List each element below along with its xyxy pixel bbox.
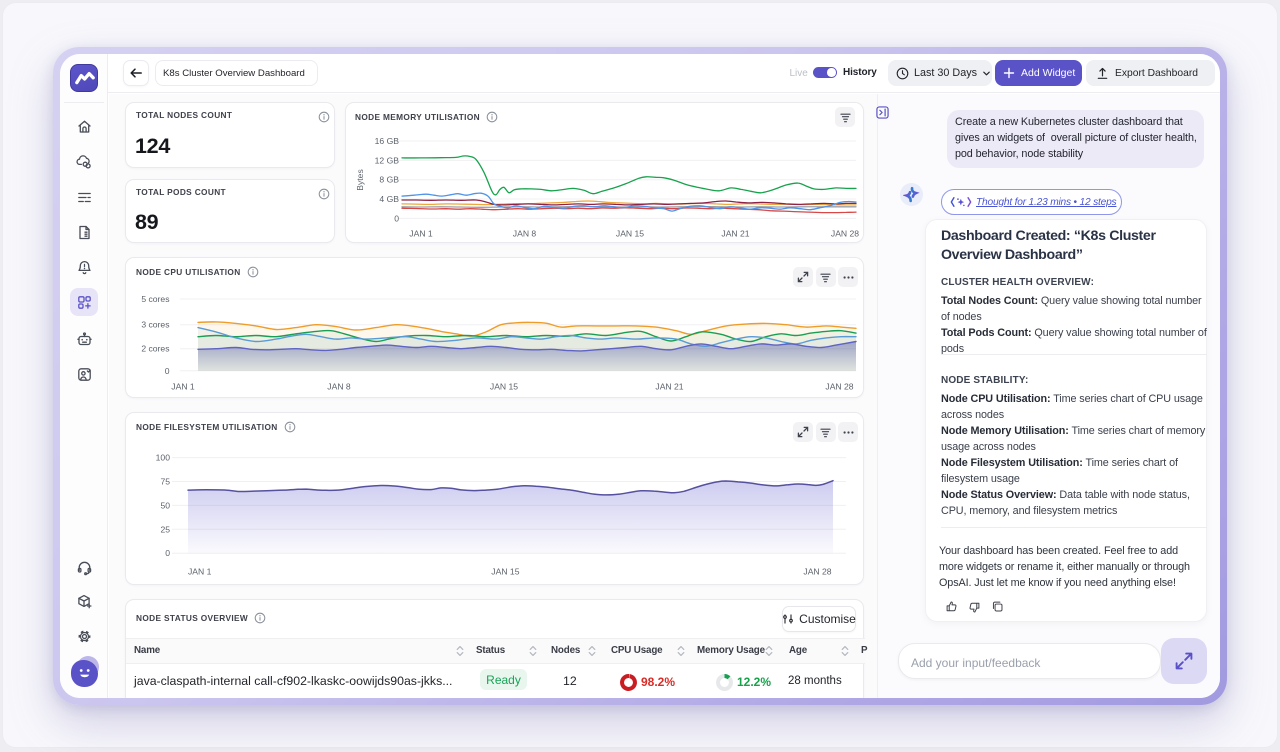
svg-text:JAN 28: JAN 28 (825, 382, 853, 392)
svg-text:JAN 8: JAN 8 (513, 229, 537, 239)
svg-text:0: 0 (165, 366, 170, 376)
svg-text:JAN 1: JAN 1 (409, 229, 433, 239)
svg-text:JAN 1: JAN 1 (188, 567, 212, 577)
svg-text:0: 0 (394, 213, 399, 223)
svg-text:JAN 21: JAN 21 (721, 229, 749, 239)
svg-text:JAN 15: JAN 15 (616, 229, 644, 239)
svg-text:JAN 1: JAN 1 (171, 382, 195, 392)
svg-text:8 GB: 8 GB (379, 175, 399, 185)
svg-text:JAN 21: JAN 21 (655, 382, 683, 392)
svg-text:5 cores: 5 cores (141, 294, 169, 304)
svg-text:JAN 28: JAN 28 (803, 567, 831, 577)
svg-text:100: 100 (156, 453, 171, 463)
svg-text:0: 0 (165, 548, 170, 558)
svg-text:2 cores: 2 cores (141, 344, 169, 354)
svg-text:50: 50 (160, 500, 170, 510)
svg-text:JAN 28: JAN 28 (831, 229, 859, 239)
svg-text:3 cores: 3 cores (141, 320, 169, 330)
svg-text:4 GB: 4 GB (379, 194, 399, 204)
svg-text:12 GB: 12 GB (375, 155, 400, 165)
svg-text:75: 75 (160, 477, 170, 487)
svg-text:Bytes: Bytes (355, 169, 365, 191)
svg-text:JAN 8: JAN 8 (327, 382, 351, 392)
svg-text:JAN 15: JAN 15 (491, 567, 519, 577)
svg-text:25: 25 (160, 524, 170, 534)
svg-text:JAN 15: JAN 15 (490, 382, 518, 392)
svg-text:16 GB: 16 GB (375, 136, 400, 146)
